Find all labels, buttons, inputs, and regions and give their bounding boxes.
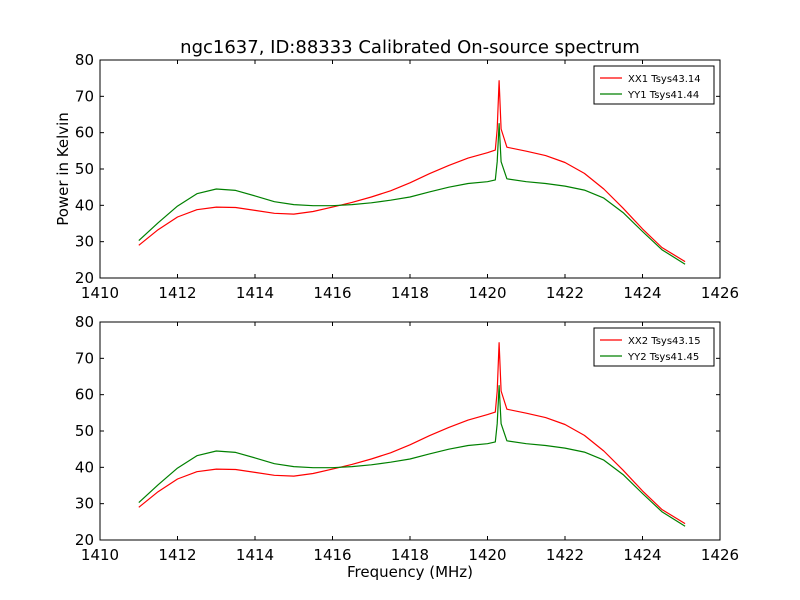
y-tick-label: 80 <box>75 51 94 69</box>
y-tick-label: 20 <box>75 269 94 287</box>
series-line-1 <box>138 385 686 527</box>
series-line-1 <box>138 123 686 265</box>
y-tick-label: 30 <box>75 495 94 513</box>
x-axis-label: Frequency (MHz) <box>347 563 473 581</box>
legend-box <box>593 327 715 367</box>
x-tick-label: 1412 <box>158 546 196 564</box>
x-tick-label: 1422 <box>546 284 584 302</box>
x-tick-label: 1410 <box>81 546 119 564</box>
top-spectrum-panel: 1410 1412 1414 1416 1418 1420 1422 1424 1426 20 30… <box>75 51 739 302</box>
x-tick-label: 1426 <box>701 546 739 564</box>
x-tick-label: 1418 <box>391 546 429 564</box>
y-axis-label: Power in Kelvin <box>54 112 72 226</box>
plot-frame <box>99 59 721 279</box>
legend-label-1: YY1 Tsys41.44 <box>627 90 699 101</box>
y-tick-label: 40 <box>75 458 94 476</box>
series-line-0 <box>138 80 686 263</box>
x-tick-label: 1414 <box>236 284 274 302</box>
y-tick-label: 30 <box>75 233 94 251</box>
legend-label-0: XX1 Tsys43.14 <box>628 74 701 85</box>
y-tick-label: 40 <box>75 196 94 214</box>
x-tick-label: 1412 <box>158 284 196 302</box>
y-tick-label: 70 <box>75 87 94 105</box>
y-tick-label: 50 <box>75 422 94 440</box>
plot-frame <box>99 321 721 541</box>
series-line-0 <box>138 342 686 525</box>
x-tick-label: 1424 <box>623 284 661 302</box>
x-tick-label: 1420 <box>468 546 506 564</box>
x-tick-label: 1414 <box>236 546 274 564</box>
x-tick-label: 1422 <box>546 546 584 564</box>
x-tick-label: 1416 <box>313 284 351 302</box>
y-tick-label: 50 <box>75 160 94 178</box>
legend-box <box>593 65 715 105</box>
legend: XX1 Tsys43.14 YY1 Tsys41.44 <box>593 65 715 105</box>
bottom-spectrum-panel: 1410 1412 1414 1416 1418 1420 1422 1424 1426 20 30… <box>75 313 739 564</box>
legend-label-1: YY2 Tsys41.45 <box>627 352 699 363</box>
x-tick-label: 1426 <box>701 284 739 302</box>
chart-title: ngc1637, ID:88333 Calibrated On-source s… <box>180 37 640 58</box>
x-tick-label: 1410 <box>81 284 119 302</box>
y-tick-label: 20 <box>75 531 94 549</box>
y-tick-label: 80 <box>75 313 94 331</box>
y-tick-label: 60 <box>75 386 94 404</box>
y-tick-label: 70 <box>75 349 94 367</box>
x-tick-label: 1416 <box>313 546 351 564</box>
x-tick-label: 1424 <box>623 546 661 564</box>
legend-label-0: XX2 Tsys43.15 <box>628 336 701 347</box>
x-tick-label: 1418 <box>391 284 429 302</box>
x-tick-label: 1420 <box>468 284 506 302</box>
legend: XX2 Tsys43.15 YY2 Tsys41.45 <box>593 327 715 367</box>
y-tick-label: 60 <box>75 124 94 142</box>
